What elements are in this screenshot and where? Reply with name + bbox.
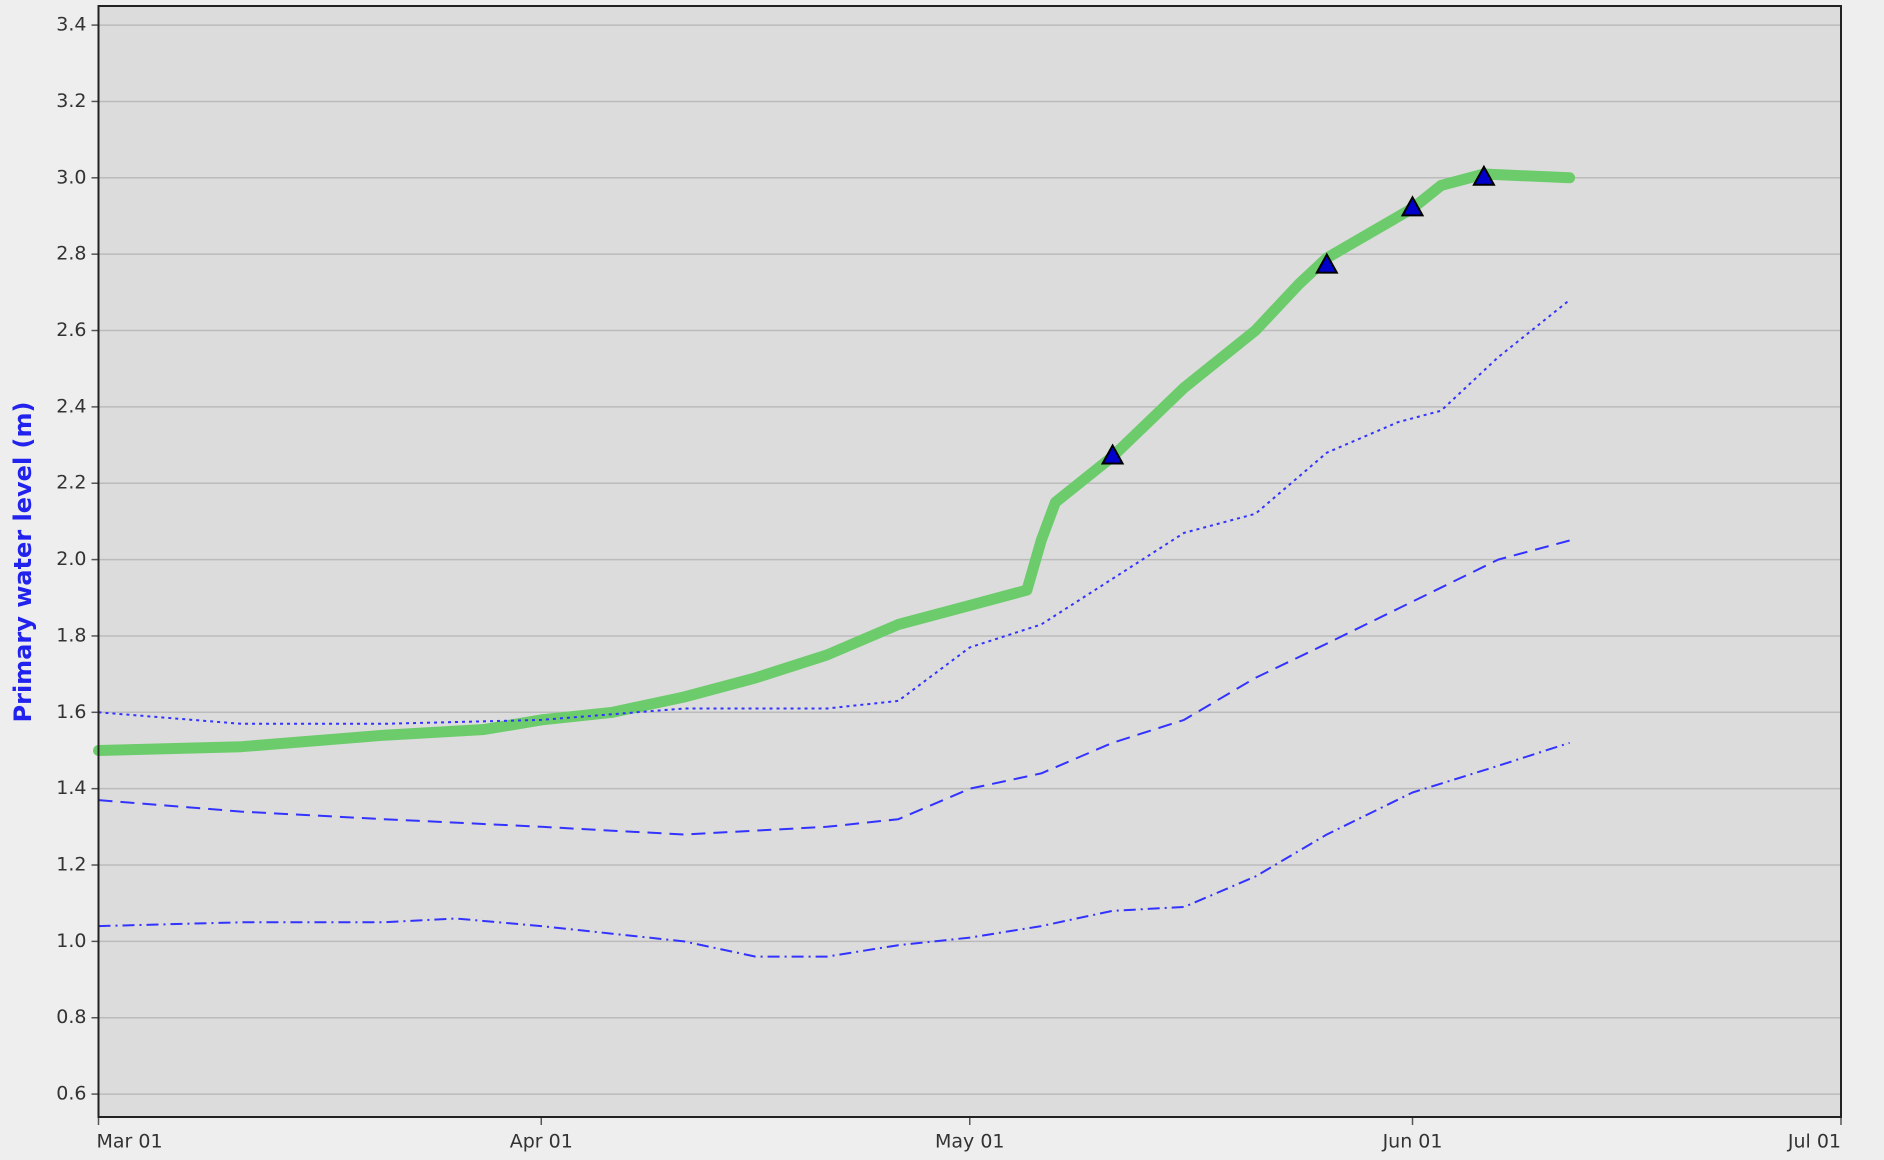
y-axis-label: Primary water level (m) bbox=[9, 402, 37, 723]
marker bbox=[1315, 252, 1339, 274]
plot-border bbox=[97, 5, 1842, 1118]
x-tick-label: Mar 01 bbox=[97, 1131, 163, 1153]
x-tick-label: Jul 01 bbox=[1787, 1131, 1841, 1153]
y-tick-label: 1.8 bbox=[56, 624, 86, 646]
marker bbox=[1400, 195, 1425, 217]
plot-area bbox=[98, 6, 1841, 1117]
marker bbox=[1472, 164, 1496, 186]
y-tick-label: 0.6 bbox=[56, 1083, 86, 1105]
y-tick-label: 1.2 bbox=[56, 854, 86, 876]
y-tick-label: 1.6 bbox=[56, 701, 86, 723]
x-tick-label: Jun 01 bbox=[1382, 1131, 1443, 1153]
series-line bbox=[98, 539, 1570, 836]
y-tick-label: 1.4 bbox=[56, 777, 86, 799]
y-tick-label: 3.2 bbox=[56, 90, 86, 112]
x-tick-label: Apr 01 bbox=[510, 1131, 573, 1153]
y-tick-label: 3.4 bbox=[56, 14, 86, 36]
x-tick-label: May 01 bbox=[935, 1131, 1005, 1153]
y-tick-label: 2.4 bbox=[56, 395, 86, 417]
marker bbox=[1100, 443, 1125, 465]
series-line bbox=[98, 299, 1571, 725]
series-line bbox=[98, 741, 1570, 958]
y-tick-label: 0.8 bbox=[56, 1006, 86, 1028]
series-line bbox=[93, 168, 1576, 756]
y-tick-label: 2.0 bbox=[56, 548, 86, 570]
y-tick-label: 2.6 bbox=[56, 319, 86, 341]
y-tick-label: 2.2 bbox=[56, 472, 86, 494]
y-tick-label: 1.0 bbox=[56, 930, 86, 952]
y-tick-label: 2.8 bbox=[56, 243, 86, 265]
y-tick-label: 3.0 bbox=[56, 166, 86, 188]
